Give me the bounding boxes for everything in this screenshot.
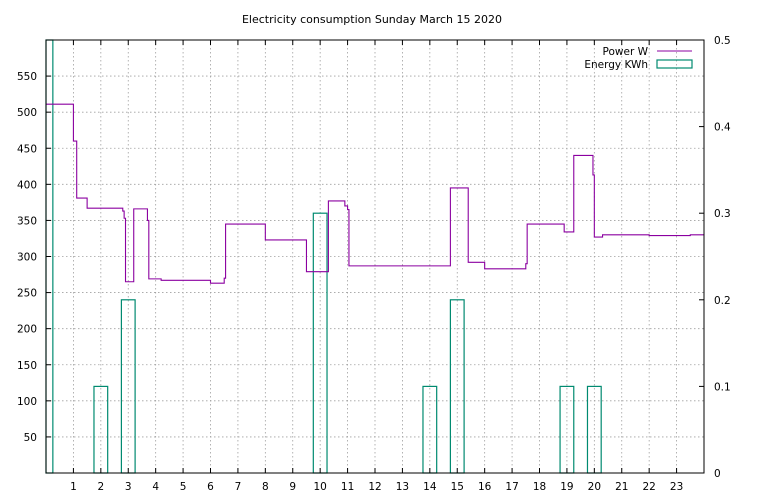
- x-tick-label: 2: [97, 481, 104, 493]
- x-tick-label: 13: [396, 481, 409, 493]
- plot-frame: [45, 39, 705, 474]
- y2-tick-label: 0.4: [714, 122, 731, 134]
- y-tick-label: 50: [24, 432, 37, 444]
- y-tick-label: 200: [17, 324, 37, 336]
- x-tick-label: 5: [180, 481, 187, 493]
- x-tick-label: 18: [533, 481, 546, 493]
- y2-tick-label: 0: [714, 468, 721, 480]
- y-tick-label: 350: [17, 215, 37, 227]
- x-tick-label: 22: [642, 481, 655, 493]
- x-tick-label: 10: [313, 481, 326, 493]
- x-tick-label: 12: [368, 481, 381, 493]
- x-tick-label: 15: [451, 481, 464, 493]
- legend-label: Power W: [603, 46, 649, 58]
- y-tick-label: 400: [17, 179, 37, 191]
- y2-tick-label: 0.3: [714, 208, 731, 220]
- energy-bar: [120, 299, 136, 474]
- x-tick-label: 14: [423, 481, 437, 493]
- power-series: [46, 103, 704, 284]
- x-tick-label: 11: [341, 481, 354, 493]
- x-tick-label: 21: [615, 481, 628, 493]
- x-tick-label: 17: [505, 481, 518, 493]
- x-tick-label: 6: [207, 481, 214, 493]
- y-tick-label: 150: [17, 360, 37, 372]
- x-tick-label: 7: [235, 481, 242, 493]
- x-tick-label: 23: [670, 481, 683, 493]
- y2-tick-label: 0.1: [714, 381, 731, 393]
- x-tick-label: 4: [152, 481, 159, 493]
- y2-tick-label: 0.5: [714, 35, 731, 47]
- power-line: [46, 103, 704, 284]
- y-tick-label: 550: [17, 71, 37, 83]
- y-tick-label: 500: [17, 107, 37, 119]
- x-tick-label: 3: [125, 481, 132, 493]
- grid: [46, 40, 704, 473]
- x-tick-label: 20: [588, 481, 601, 493]
- x-tick-label: 9: [289, 481, 296, 493]
- x-tick-label: 1: [70, 481, 77, 493]
- y2-tick-label: 0.2: [714, 295, 731, 307]
- y-tick-label: 250: [17, 288, 37, 300]
- legend-swatch-box: [656, 59, 693, 69]
- x-tick-label: 16: [478, 481, 492, 493]
- y-tick-label: 100: [17, 396, 37, 408]
- x-tick-label: 8: [262, 481, 269, 493]
- axes: 1 2 3 4 5 6 7 8 9 10 11 12 13 14 15 16 17 18 19 20 21 22 23501…: [17, 35, 731, 493]
- y-tick-label: 300: [17, 252, 37, 264]
- energy-series: [45, 39, 602, 474]
- legend-label: Energy KWh: [584, 59, 648, 71]
- energy-bar: [449, 299, 465, 474]
- chart-title: Electricity consumption Sunday March 15 …: [242, 13, 502, 26]
- y-tick-label: 450: [17, 143, 37, 155]
- x-tick-label: 19: [560, 481, 573, 493]
